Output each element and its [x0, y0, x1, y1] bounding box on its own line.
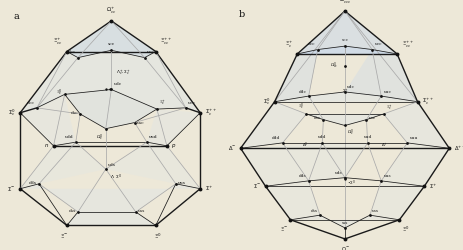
Polygon shape: [370, 181, 424, 220]
Text: $\Omega_{cc}^{0}$: $\Omega_{cc}^{0}$: [330, 61, 338, 71]
Text: $p$: $p$: [171, 142, 176, 150]
Text: dsc: dsc: [314, 116, 321, 120]
Polygon shape: [106, 142, 200, 189]
Text: $\Sigma^{-}$: $\Sigma^{-}$: [253, 182, 261, 190]
Text: dcc: dcc: [308, 42, 315, 46]
Text: uuu: uuu: [410, 136, 418, 140]
Polygon shape: [147, 109, 200, 146]
Polygon shape: [275, 50, 318, 102]
Text: $\Xi^{-}$: $\Xi^{-}$: [61, 232, 69, 239]
Text: usc: usc: [369, 116, 376, 120]
Polygon shape: [67, 21, 156, 58]
Text: $\Delta^{+}$: $\Delta^{+}$: [381, 142, 388, 149]
Text: $\Sigma_c^{0}$: $\Sigma_c^{0}$: [263, 96, 270, 107]
Text: $\Xi_c^{+}$: $\Xi_c^{+}$: [386, 103, 393, 112]
Text: $\Omega_c^{0}$: $\Omega_c^{0}$: [96, 132, 104, 143]
Text: $\Sigma^{-}$: $\Sigma^{-}$: [7, 185, 16, 193]
Text: a: a: [13, 12, 19, 21]
Polygon shape: [20, 50, 200, 113]
Polygon shape: [307, 114, 383, 126]
Text: ucc: ucc: [147, 50, 155, 54]
Text: ddc: ddc: [299, 90, 307, 94]
Text: ucc: ucc: [375, 42, 382, 46]
Text: dcc: dcc: [27, 102, 35, 105]
Text: uds: uds: [108, 163, 116, 167]
Text: $\Xi_c^{0}$: $\Xi_c^{0}$: [56, 88, 63, 98]
Text: $\Sigma_c^{++}$: $\Sigma_c^{++}$: [205, 108, 217, 118]
Text: $\Omega^{-}$: $\Omega^{-}$: [340, 245, 350, 250]
Text: uud: uud: [149, 135, 158, 139]
Text: dss: dss: [311, 209, 318, 213]
Text: b: b: [238, 10, 244, 19]
Text: ucc: ucc: [188, 102, 196, 105]
Polygon shape: [266, 181, 320, 220]
Text: $\Omega_c^{0}$: $\Omega_c^{0}$: [347, 128, 354, 138]
Text: $n$: $n$: [44, 142, 49, 149]
Polygon shape: [309, 143, 368, 181]
Polygon shape: [275, 92, 418, 102]
Text: $\Xi^{0}$: $\Xi^{0}$: [402, 225, 409, 234]
Text: scc: scc: [342, 38, 348, 42]
Text: $\Xi_c^{+}$: $\Xi_c^{+}$: [159, 98, 166, 106]
Text: $\Xi^{0}$: $\Xi^{0}$: [154, 232, 162, 241]
Text: $\Sigma^{+}$: $\Sigma^{+}$: [429, 182, 437, 191]
Text: $\Xi^{-}$: $\Xi^{-}$: [280, 225, 288, 233]
Text: $\Sigma_c^{++}$: $\Sigma_c^{++}$: [422, 96, 434, 107]
Text: $\Omega_{ccc}^{++}$: $\Omega_{ccc}^{++}$: [338, 0, 351, 6]
Text: dds: dds: [29, 180, 37, 184]
Polygon shape: [383, 102, 449, 148]
Text: dcc: dcc: [68, 50, 76, 54]
Text: udc: udc: [113, 82, 122, 86]
Text: $\Xi_c^{0}$: $\Xi_c^{0}$: [298, 101, 304, 112]
Text: dsc: dsc: [70, 111, 78, 115]
Text: ddd: ddd: [272, 136, 280, 140]
Text: $\bullet\Sigma^{0}$: $\bullet\Sigma^{0}$: [347, 179, 356, 188]
Polygon shape: [20, 142, 106, 189]
Text: udd: udd: [65, 135, 74, 139]
Text: udc: udc: [347, 85, 355, 89]
Polygon shape: [20, 94, 76, 146]
Text: $\Delta^{0}$: $\Delta^{0}$: [302, 141, 309, 150]
Text: $\Omega_{cc}^{+}$: $\Omega_{cc}^{+}$: [106, 6, 117, 16]
Polygon shape: [290, 215, 400, 228]
Text: $\Xi_{cc}^{++}$: $\Xi_{cc}^{++}$: [402, 40, 413, 50]
Polygon shape: [297, 46, 397, 54]
Text: sss: sss: [342, 221, 348, 225]
Text: udd: udd: [318, 135, 326, 139]
Polygon shape: [20, 184, 200, 226]
Text: usc: usc: [137, 120, 144, 124]
Text: $\Delta^{++}$: $\Delta^{++}$: [454, 144, 463, 153]
Text: $\Xi_c^{+}$: $\Xi_c^{+}$: [285, 40, 293, 50]
Polygon shape: [381, 143, 449, 186]
Polygon shape: [297, 11, 397, 54]
Text: uss: uss: [138, 209, 145, 213]
Polygon shape: [65, 90, 157, 129]
Text: uss: uss: [372, 209, 379, 213]
Polygon shape: [345, 50, 418, 102]
Text: $\Sigma_c^{0}$: $\Sigma_c^{0}$: [8, 107, 16, 118]
Text: $\Sigma^{+}$: $\Sigma^{+}$: [205, 184, 213, 193]
Text: $\Lambda_c^{+},\Sigma_c^{+}$: $\Lambda_c^{+},\Sigma_c^{+}$: [116, 68, 131, 77]
Text: uud: uud: [363, 135, 372, 139]
Text: $\Sigma_c^{+}$: $\Sigma_c^{+}$: [342, 87, 348, 96]
Text: uds: uds: [335, 171, 343, 175]
Text: dds: dds: [299, 174, 307, 178]
Text: $\Xi_{cc}^{++}$: $\Xi_{cc}^{++}$: [160, 36, 173, 46]
Text: dss: dss: [69, 209, 76, 213]
Text: scc: scc: [108, 42, 115, 46]
Text: $\Lambda,\Sigma^{0}$: $\Lambda,\Sigma^{0}$: [110, 173, 122, 182]
Text: uuc: uuc: [383, 90, 391, 94]
Polygon shape: [241, 143, 322, 186]
Text: $\Xi_{cc}^{+}$: $\Xi_{cc}^{+}$: [53, 36, 63, 46]
Text: uus: uus: [178, 180, 186, 184]
Text: uus: uus: [383, 174, 391, 178]
Text: $\Delta^{-}$: $\Delta^{-}$: [228, 144, 236, 152]
Polygon shape: [241, 102, 307, 148]
